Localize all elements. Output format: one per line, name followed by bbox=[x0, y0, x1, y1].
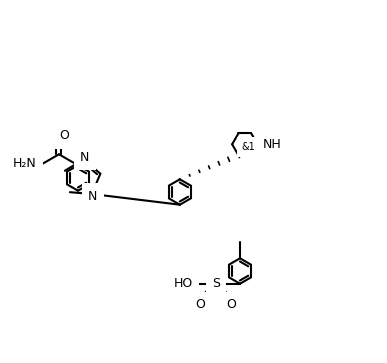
Text: S: S bbox=[212, 277, 220, 290]
Text: O: O bbox=[226, 298, 236, 311]
Text: HO: HO bbox=[174, 277, 193, 290]
Text: N: N bbox=[80, 151, 89, 164]
Text: O: O bbox=[196, 298, 205, 311]
Text: &1: &1 bbox=[241, 142, 255, 152]
Text: NH: NH bbox=[262, 138, 281, 151]
Text: N: N bbox=[88, 189, 98, 203]
Text: O: O bbox=[59, 129, 69, 142]
Text: H₂N: H₂N bbox=[13, 157, 37, 170]
